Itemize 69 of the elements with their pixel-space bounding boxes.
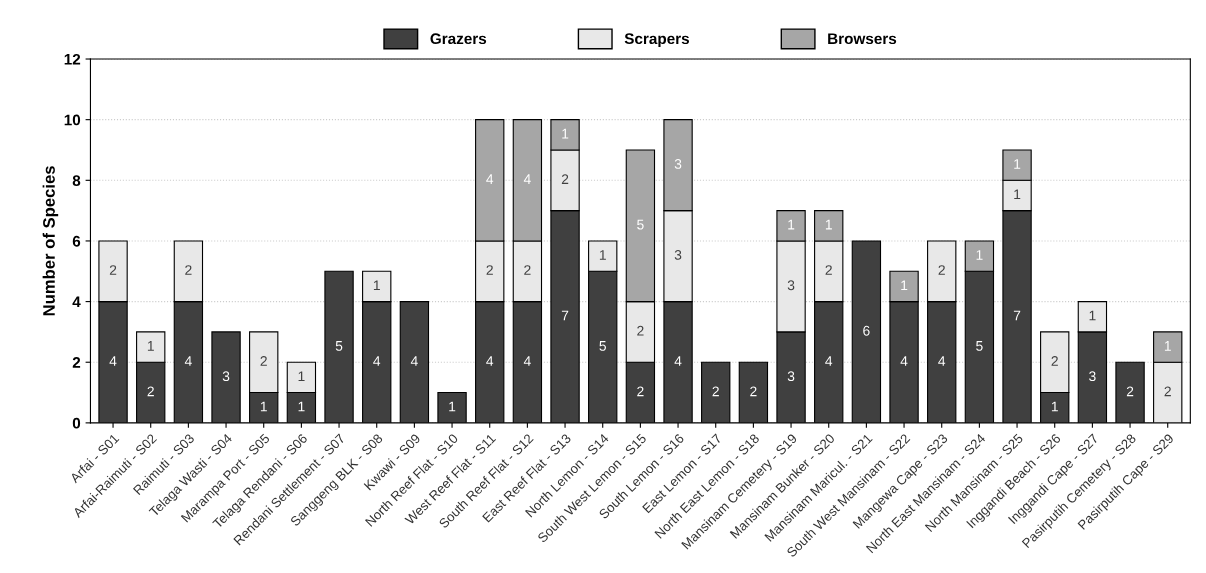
data-label: 6: [863, 325, 870, 336]
data-label: 4: [410, 356, 418, 366]
data-label: 1: [788, 219, 795, 230]
data-label: 2: [524, 265, 531, 275]
data-label: 7: [1013, 310, 1021, 321]
y-axis-title: Number of Species: [42, 166, 59, 316]
y-tick-label: 4: [72, 296, 81, 308]
data-label: 2: [486, 265, 493, 275]
data-label: 2: [561, 174, 569, 184]
data-label: 4: [523, 356, 531, 366]
data-label: 2: [109, 265, 117, 275]
y-tick-label: 0: [72, 417, 81, 429]
data-label: 4: [486, 174, 494, 184]
data-label: 4: [373, 356, 381, 366]
data-label: 1: [1051, 401, 1058, 412]
data-label: 1: [1014, 189, 1021, 200]
data-label: 2: [750, 386, 757, 397]
data-label: 4: [109, 356, 117, 366]
data-label: 1: [298, 371, 305, 381]
data-label: 1: [449, 401, 456, 412]
data-label: 5: [599, 341, 606, 351]
data-label: 4: [938, 356, 946, 366]
data-label: 5: [976, 341, 983, 351]
data-label: 2: [1126, 386, 1134, 397]
data-label: 3: [222, 371, 230, 382]
data-label: 1: [298, 401, 305, 412]
y-tick-label: 2: [72, 357, 81, 368]
data-label: 2: [637, 325, 644, 336]
data-label: 3: [674, 250, 682, 260]
data-label: 4: [674, 356, 682, 366]
y-tick-label: 10: [64, 114, 81, 126]
data-label: 2: [260, 356, 267, 366]
data-label: 2: [1164, 386, 1171, 397]
data-label: 2: [712, 386, 719, 397]
data-label: 3: [1089, 371, 1096, 382]
data-label: 1: [260, 401, 267, 412]
data-label: 4: [825, 356, 833, 366]
data-label: 4: [184, 356, 192, 366]
data-label: 1: [825, 219, 832, 230]
y-tick-label: 8: [72, 175, 81, 186]
data-label: 1: [147, 341, 154, 351]
data-label: 5: [335, 341, 343, 351]
data-label: 3: [787, 371, 795, 382]
data-label: 1: [1164, 341, 1171, 351]
data-label: 1: [562, 128, 569, 139]
legend-label: Grazers: [430, 33, 487, 45]
data-label: 4: [486, 356, 494, 366]
data-label: 2: [825, 265, 832, 275]
data-label: 4: [523, 174, 531, 184]
y-tick-label: 6: [72, 235, 81, 247]
data-label: 7: [561, 310, 569, 321]
data-label: 5: [637, 219, 644, 230]
data-label: 1: [901, 280, 908, 291]
data-label: 3: [674, 159, 682, 169]
data-label: 1: [1089, 310, 1096, 321]
legend-label: Scrapers: [624, 33, 690, 48]
data-label: 2: [1051, 356, 1058, 366]
data-label: 1: [599, 250, 606, 260]
data-label: 1: [976, 250, 983, 260]
data-label: 2: [185, 265, 192, 275]
legend-label: Browsers: [828, 33, 897, 45]
data-label: 2: [147, 386, 154, 397]
data-label: 1: [1014, 159, 1021, 169]
data-label: 1: [373, 280, 380, 291]
data-label: 2: [938, 265, 945, 275]
data-label: 2: [637, 386, 644, 397]
y-tick-label: 12: [64, 53, 81, 65]
data-label: 4: [900, 356, 908, 366]
data-label: 3: [787, 280, 795, 291]
